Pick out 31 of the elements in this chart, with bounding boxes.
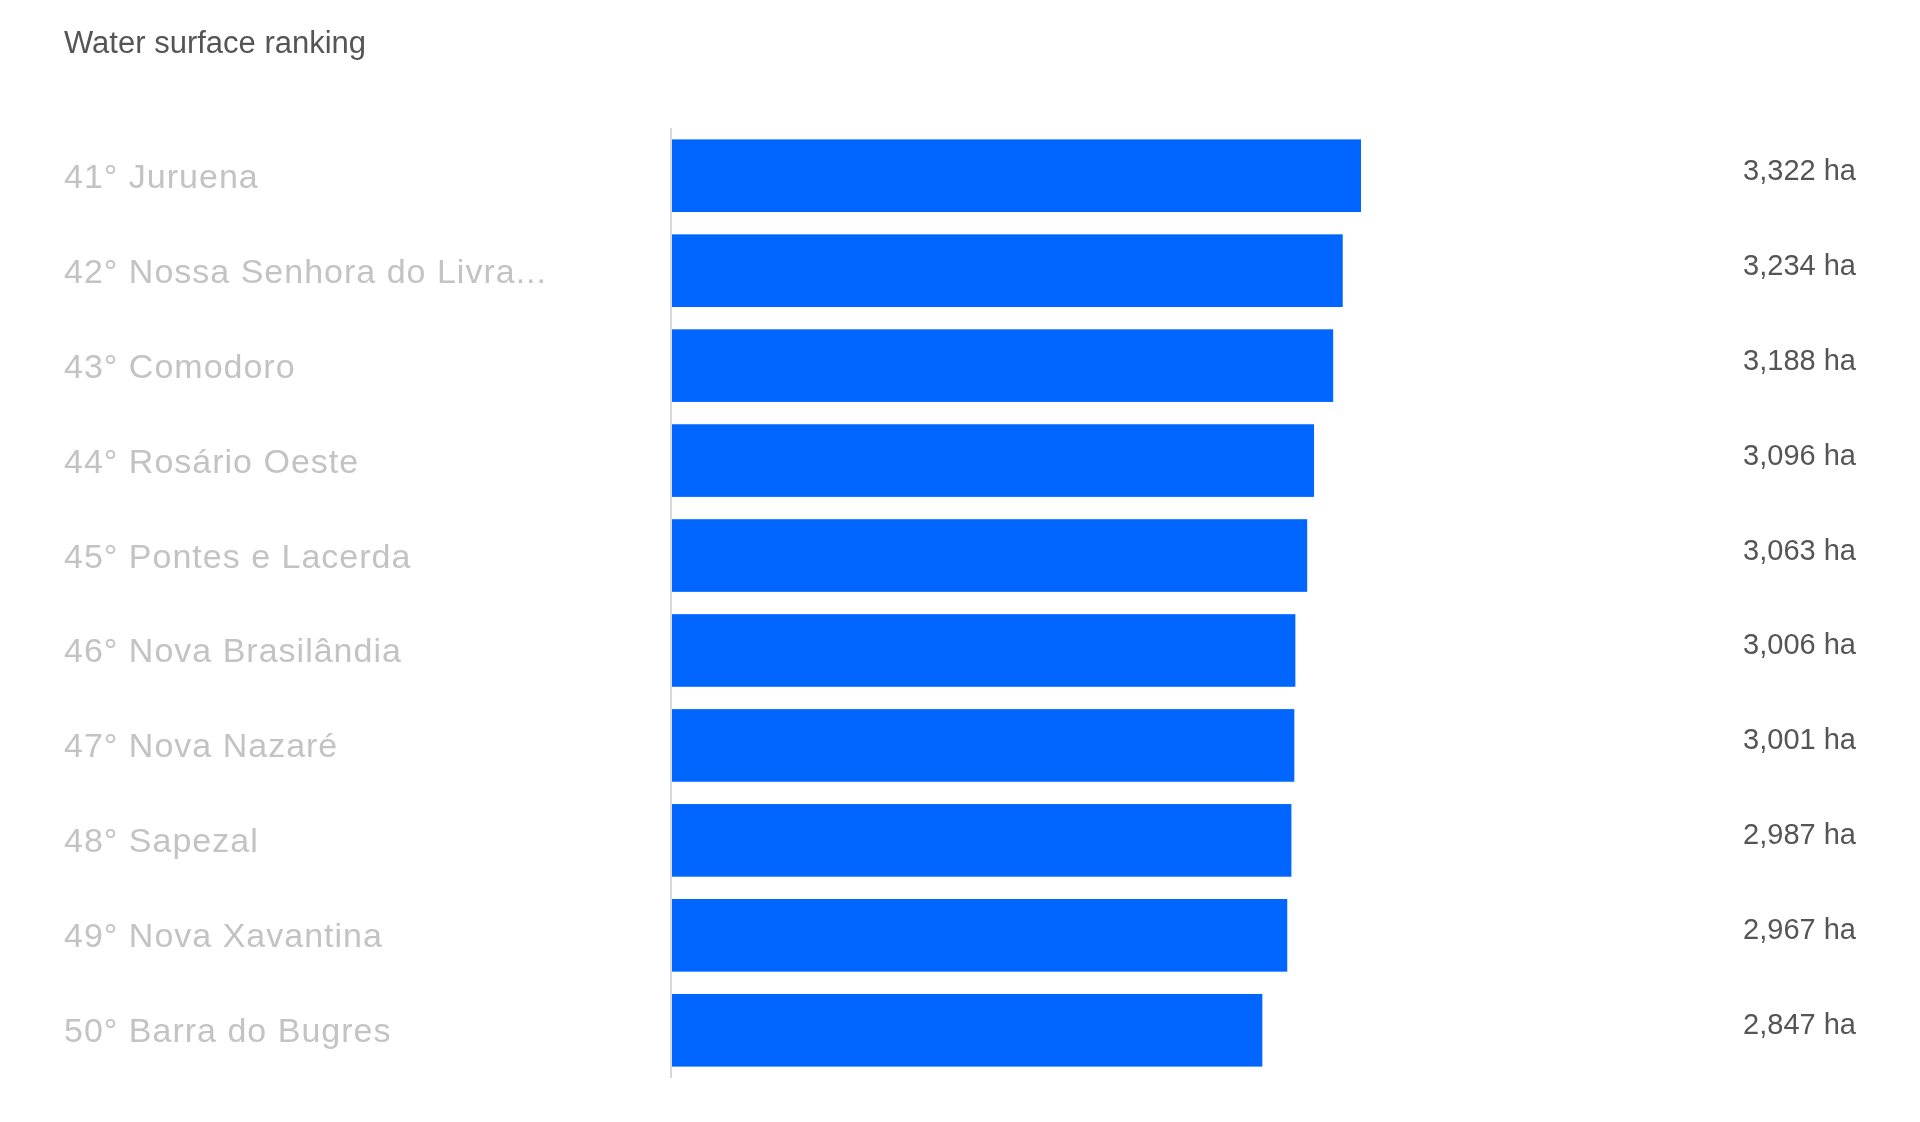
data-label: 2,967 ha bbox=[1743, 913, 1857, 946]
bar bbox=[671, 234, 1343, 307]
data-label: 3,006 ha bbox=[1743, 628, 1857, 661]
data-label: 3,096 ha bbox=[1743, 438, 1857, 471]
bar bbox=[671, 899, 1288, 972]
bar bbox=[671, 709, 1295, 782]
data-label: 2,987 ha bbox=[1743, 818, 1857, 851]
y-tick-label: 47° Nova Nazaré bbox=[64, 726, 339, 765]
y-tick-label: 48° Sapezal bbox=[64, 821, 259, 860]
bar bbox=[671, 993, 1263, 1067]
data-label: 3,001 ha bbox=[1743, 723, 1857, 756]
data-label: 3,188 ha bbox=[1743, 343, 1857, 376]
data-label: 3,234 ha bbox=[1743, 248, 1857, 281]
bar bbox=[671, 424, 1315, 497]
y-tick-label: 46° Nova Brasilândia bbox=[64, 631, 402, 670]
y-tick-label: 44° Rosário Oeste bbox=[64, 441, 360, 480]
y-tick-label: 49° Nova Xavantina bbox=[64, 916, 383, 955]
text: Water surface ranking bbox=[64, 24, 367, 60]
y-tick-label: 50° Barra do Bugres bbox=[64, 1011, 392, 1050]
bar bbox=[671, 519, 1308, 592]
data-label: 3,322 ha bbox=[1743, 153, 1857, 186]
bar bbox=[671, 329, 1334, 402]
data-label: 2,847 ha bbox=[1743, 1008, 1857, 1041]
y-tick-label: 41° Juruena bbox=[64, 156, 259, 195]
bar bbox=[671, 614, 1296, 687]
bar bbox=[671, 804, 1292, 877]
y-tick-label: 42° Nossa Senhora do Livra... bbox=[64, 251, 547, 290]
y-tick-label: 45° Pontes e Lacerda bbox=[64, 536, 412, 575]
bar bbox=[671, 139, 1361, 213]
data-label: 3,063 ha bbox=[1743, 533, 1857, 566]
y-tick-label: 43° Comodoro bbox=[64, 346, 296, 385]
